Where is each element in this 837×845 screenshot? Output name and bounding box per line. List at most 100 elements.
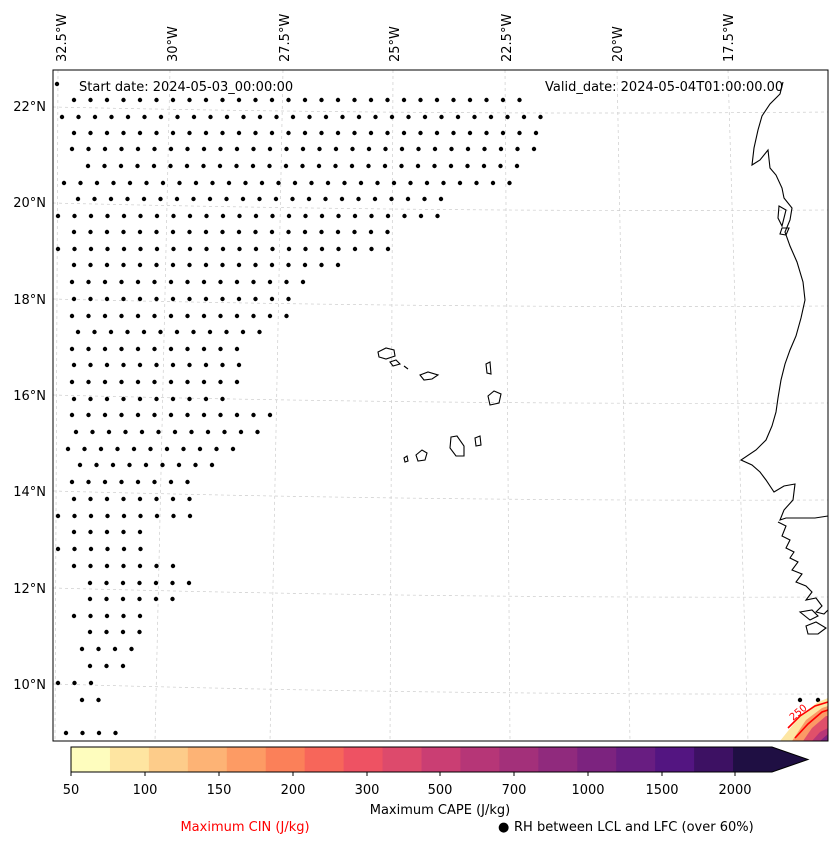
map-frame	[52, 69, 829, 742]
island-santo-antao	[377, 347, 396, 360]
island-maio	[474, 435, 482, 447]
stipple-dot	[251, 279, 256, 285]
stipple-dot	[137, 396, 143, 402]
stipple-dot	[234, 379, 240, 385]
stipple-dot	[121, 229, 126, 235]
stipple-dot	[72, 680, 77, 686]
stipple-dot	[54, 81, 60, 87]
stipple-dot	[154, 496, 159, 502]
stipple-dot	[158, 329, 163, 335]
stipple-dot	[186, 580, 192, 586]
stipple-dot	[119, 279, 124, 285]
stipple-dot	[220, 130, 225, 136]
stipple-dot	[303, 213, 308, 219]
stipple-dot	[333, 146, 339, 152]
stipple-dot	[72, 213, 77, 219]
stipple-dot	[152, 412, 157, 418]
island-sao-nicolau	[419, 371, 440, 381]
stipple-dot	[170, 262, 176, 268]
stipple-dot	[88, 613, 93, 619]
stipple-dot	[170, 130, 176, 136]
stipple-dot	[449, 146, 454, 152]
parallel-line	[52, 106, 829, 114]
stipple-dot	[55, 680, 61, 686]
stipple-dot	[119, 412, 124, 418]
stipple-dot	[176, 462, 182, 468]
stipple-dot	[306, 196, 312, 202]
stipple-dot	[113, 730, 118, 736]
stipple-dot	[241, 114, 246, 120]
colorbar-tick: 1500	[645, 783, 678, 798]
stipple-dot	[129, 646, 134, 652]
coastlines	[377, 81, 829, 635]
stipple-dot	[220, 362, 225, 368]
stipple-dot	[87, 596, 93, 602]
stipple-dot	[267, 146, 273, 152]
canary-island	[777, 205, 787, 228]
stipple-dot	[352, 97, 357, 103]
colorbar-tick: 50	[63, 783, 80, 798]
colorbar-swatch	[304, 747, 345, 772]
lat-label: 16°N	[13, 389, 46, 404]
stipple-dot	[106, 429, 112, 435]
stipple-dot	[340, 114, 345, 120]
stipple-dot	[267, 279, 273, 285]
stipple-dot	[424, 180, 430, 186]
stipple-dot	[389, 196, 394, 202]
stipple-dot	[94, 180, 100, 186]
stipple-dot	[171, 513, 176, 519]
stipple-dot	[251, 146, 256, 152]
stipple-dot	[300, 279, 306, 285]
stipple-dot	[71, 529, 77, 535]
stipple-dot	[154, 396, 159, 402]
colorbar-swatch	[109, 747, 150, 772]
stipple-dot	[538, 114, 543, 120]
stipple-dot	[63, 730, 69, 736]
stipple-dot	[125, 329, 130, 335]
stipple-dot	[435, 213, 440, 219]
stipple-dot	[335, 130, 341, 136]
start-date-label: Start date: 2024-05-03_00:00:00	[79, 80, 293, 95]
stipple-dot	[160, 462, 165, 468]
lat-label: 18°N	[13, 293, 46, 308]
stipple-dot	[151, 163, 157, 169]
stipple-dot	[118, 163, 124, 169]
stipple-dot	[368, 130, 374, 136]
island-sao-vicente	[389, 359, 402, 367]
stipple-dot	[472, 114, 477, 120]
stipple-dot	[175, 114, 180, 120]
colorbar-swatch	[499, 747, 539, 772]
meridian-line	[727, 69, 749, 742]
cin-contour	[787, 701, 829, 739]
stipple-dot	[269, 97, 275, 103]
stipple-dot	[104, 362, 110, 368]
stipple-dot	[187, 513, 193, 519]
stipple-dot	[488, 114, 494, 120]
stipple-dot	[168, 479, 174, 485]
colorbar-swatch	[733, 747, 773, 772]
stipple-dot	[105, 546, 110, 552]
stipple-dot	[69, 379, 75, 385]
stipple-dot	[104, 563, 110, 569]
stipple-dot	[352, 130, 357, 136]
colorbar-tick: 300	[355, 783, 380, 798]
stipple-dot	[72, 513, 77, 519]
stipple-dot	[197, 446, 203, 452]
stipple-dot	[418, 130, 423, 136]
cape-colorbar	[70, 746, 810, 776]
stipple-dot	[218, 279, 223, 285]
stipple-dot	[418, 97, 423, 103]
stipple-dot	[170, 362, 176, 368]
graticule-gridlines	[52, 69, 829, 742]
stipple-dot	[185, 279, 190, 285]
stipple-dot	[368, 229, 374, 235]
stipple-dot	[290, 196, 295, 202]
stipple-dot	[408, 180, 413, 186]
stipple-dot	[158, 196, 163, 202]
island-fogo	[415, 449, 428, 462]
stipple-dot	[121, 613, 126, 619]
stipple-dot	[220, 246, 226, 252]
stipple-dot	[71, 563, 77, 569]
stipple-dot	[111, 180, 116, 186]
guinea-coastline	[777, 521, 829, 615]
